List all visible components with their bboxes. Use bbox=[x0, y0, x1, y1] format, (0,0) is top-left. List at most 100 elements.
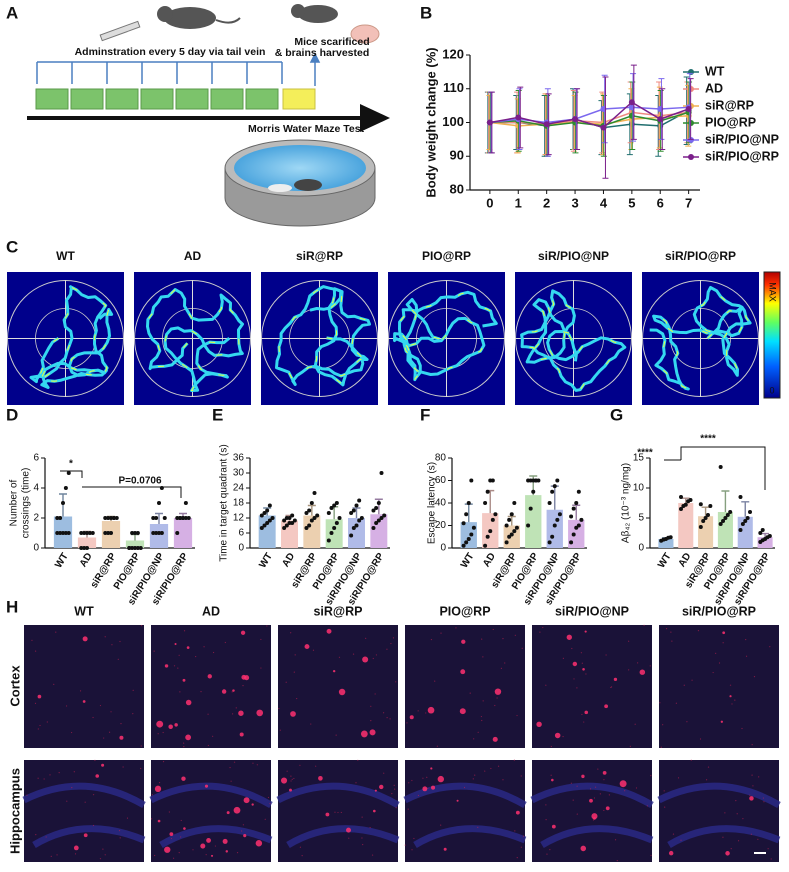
data-point bbox=[371, 526, 376, 530]
speck bbox=[583, 721, 585, 723]
speck bbox=[195, 655, 197, 658]
data-point bbox=[287, 516, 292, 520]
error-bar bbox=[352, 507, 361, 518]
data-point bbox=[579, 517, 584, 522]
data-point bbox=[85, 546, 89, 550]
y-tick-label: 0 bbox=[440, 543, 446, 554]
speck bbox=[362, 843, 364, 846]
data-point bbox=[326, 538, 331, 543]
speck bbox=[573, 678, 575, 680]
speck bbox=[53, 683, 55, 686]
data-point bbox=[282, 518, 287, 523]
data-point bbox=[265, 508, 270, 513]
speck bbox=[406, 722, 408, 724]
speck bbox=[279, 729, 281, 731]
plaque bbox=[318, 775, 323, 781]
speck bbox=[659, 702, 661, 704]
plaque bbox=[181, 776, 186, 781]
plaque bbox=[581, 774, 585, 779]
data-point bbox=[678, 507, 683, 511]
data-point bbox=[533, 478, 538, 483]
speck bbox=[520, 775, 522, 777]
data-point bbox=[718, 522, 723, 526]
error-bar bbox=[701, 506, 710, 517]
speck bbox=[301, 854, 303, 857]
speck bbox=[650, 854, 652, 857]
data-point bbox=[79, 546, 84, 550]
speck bbox=[722, 836, 724, 838]
data-point bbox=[354, 523, 359, 528]
data-point bbox=[514, 525, 519, 530]
speck bbox=[240, 830, 243, 832]
group-label: siR@RP bbox=[313, 604, 362, 618]
bar bbox=[348, 518, 365, 548]
speck bbox=[231, 713, 234, 715]
speck bbox=[242, 824, 245, 826]
y-tick-label: 4 bbox=[33, 483, 39, 494]
speck bbox=[235, 707, 237, 709]
data-point bbox=[87, 531, 92, 535]
speck bbox=[482, 700, 484, 702]
speck bbox=[480, 715, 482, 718]
speck bbox=[762, 797, 765, 799]
data-point bbox=[58, 516, 63, 520]
speck bbox=[230, 780, 232, 782]
speck bbox=[340, 811, 342, 814]
data-point bbox=[307, 508, 312, 513]
data-point bbox=[114, 516, 119, 520]
speck bbox=[361, 816, 363, 818]
speck bbox=[132, 713, 134, 715]
data-point bbox=[701, 519, 706, 523]
legend-label: siR/PIO@RP bbox=[705, 149, 779, 163]
speck bbox=[665, 627, 668, 630]
fluorescence-image bbox=[151, 625, 271, 748]
data-point bbox=[265, 521, 270, 525]
data-point bbox=[526, 523, 531, 528]
data-point bbox=[728, 510, 733, 514]
plaque bbox=[82, 636, 88, 642]
speck bbox=[71, 787, 73, 789]
error-bar bbox=[572, 504, 581, 520]
data-point bbox=[332, 526, 337, 530]
speck bbox=[278, 707, 280, 710]
speck bbox=[205, 854, 207, 856]
data-point bbox=[157, 531, 161, 535]
data-point bbox=[485, 534, 490, 539]
plaque bbox=[492, 736, 498, 742]
speck bbox=[39, 724, 41, 727]
data-point bbox=[376, 501, 381, 505]
data-point bbox=[351, 508, 356, 513]
data-point bbox=[471, 525, 476, 530]
bar bbox=[173, 518, 193, 548]
data-point bbox=[569, 514, 574, 519]
plaque bbox=[729, 695, 732, 698]
plaque bbox=[379, 784, 384, 790]
group-label: WT bbox=[74, 604, 94, 618]
data-point bbox=[79, 531, 84, 535]
fluorescence-image bbox=[659, 760, 779, 862]
swim-track bbox=[29, 285, 114, 389]
speck bbox=[650, 775, 652, 777]
plaque bbox=[589, 798, 593, 803]
speck bbox=[603, 779, 605, 781]
data-point bbox=[760, 528, 765, 532]
speck bbox=[635, 787, 638, 789]
data-point bbox=[678, 495, 683, 499]
data-point bbox=[315, 513, 320, 518]
plaque bbox=[369, 729, 376, 736]
plaque bbox=[593, 817, 596, 820]
fluorescence-image bbox=[405, 625, 525, 748]
speck bbox=[407, 808, 409, 810]
speck bbox=[361, 837, 363, 839]
y-tick-label: 60 bbox=[435, 475, 447, 486]
panel-letter: D bbox=[6, 405, 18, 424]
speck bbox=[151, 818, 153, 820]
fluorescence-image bbox=[151, 760, 271, 862]
speck bbox=[699, 738, 702, 740]
hippocampus-band bbox=[276, 782, 400, 849]
panel-letter: F bbox=[420, 405, 430, 424]
speck bbox=[736, 813, 738, 815]
error-bar bbox=[507, 515, 516, 526]
speck bbox=[168, 811, 170, 813]
data-point bbox=[512, 529, 517, 534]
